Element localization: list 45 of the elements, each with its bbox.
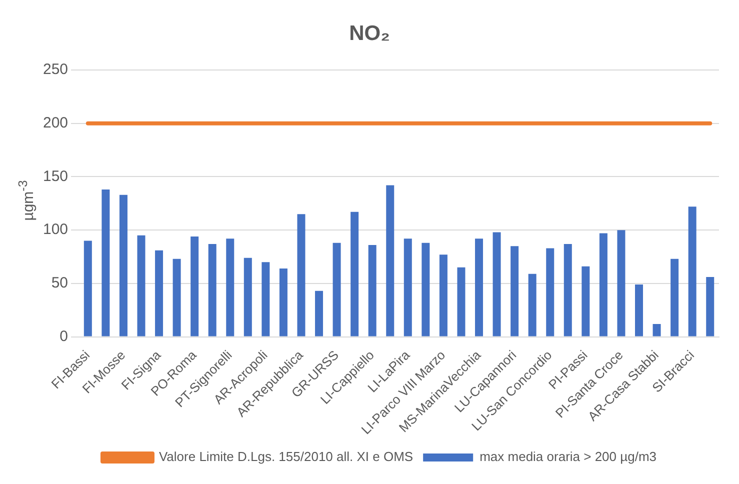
bar xyxy=(599,233,608,336)
bar xyxy=(635,284,644,336)
bar xyxy=(652,324,661,336)
bar xyxy=(475,238,484,336)
bar xyxy=(670,258,679,336)
bar xyxy=(582,266,590,336)
bar xyxy=(439,254,448,336)
y-tick-label: 100 xyxy=(42,221,68,238)
bar xyxy=(386,185,394,336)
legend-label: Valore Limite D.Lgs. 155/2010 all. XI e OMS xyxy=(158,449,414,464)
bar xyxy=(208,244,216,336)
bar xyxy=(262,262,270,336)
bar xyxy=(332,242,341,336)
bar xyxy=(155,250,164,336)
bar xyxy=(226,238,234,336)
bar xyxy=(315,290,324,336)
bar xyxy=(564,244,572,336)
bar xyxy=(84,240,92,336)
bar xyxy=(297,214,306,336)
bar xyxy=(279,268,288,336)
bar xyxy=(422,242,430,336)
bar xyxy=(492,232,501,336)
bar xyxy=(368,245,376,336)
bar xyxy=(404,238,412,336)
bar xyxy=(119,194,128,336)
bar xyxy=(688,206,696,336)
bar xyxy=(172,258,181,336)
y-tick-label: 150 xyxy=(42,168,68,185)
bar xyxy=(102,190,110,336)
bar xyxy=(546,248,554,336)
bar xyxy=(457,267,466,336)
y-tick-label: 0 xyxy=(60,328,68,345)
bar xyxy=(137,235,146,336)
chart-title: NO₂ xyxy=(348,22,391,46)
bar xyxy=(617,230,626,336)
y-tick-label: 50 xyxy=(51,274,68,292)
bar xyxy=(510,246,519,336)
bar xyxy=(244,258,252,336)
legend-label: max media oraria > 200 µg/m3 xyxy=(480,449,657,464)
bar xyxy=(706,277,714,336)
bar xyxy=(190,236,199,336)
bar xyxy=(350,212,359,336)
bar xyxy=(528,274,536,336)
y-tick-label: 200 xyxy=(42,114,68,132)
y-tick-label: 250 xyxy=(42,61,68,78)
